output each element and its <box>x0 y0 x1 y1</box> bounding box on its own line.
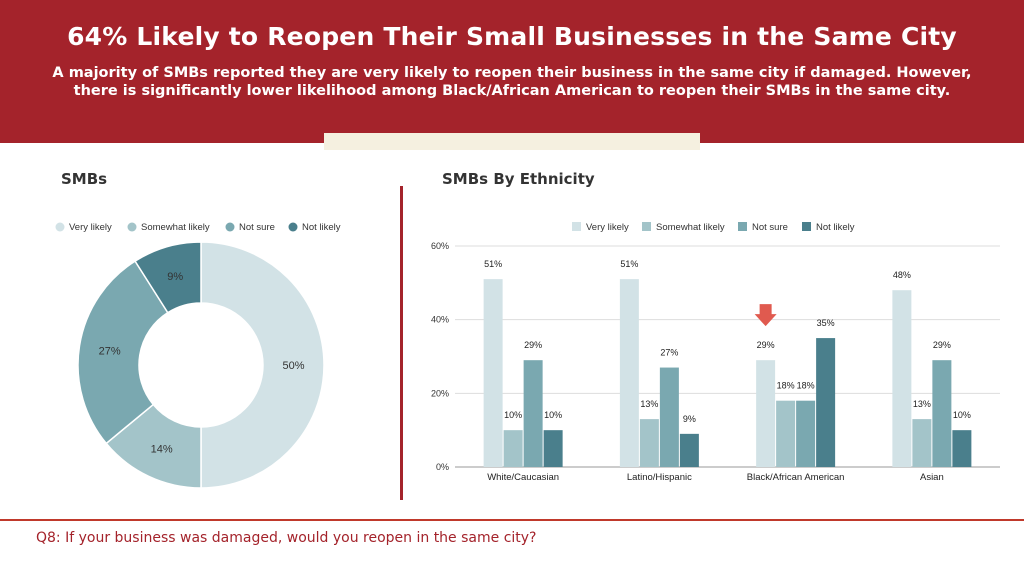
pie-slice <box>200 241 325 489</box>
page-title: 64% Likely to Reopen Their Small Busines… <box>67 22 957 51</box>
bar-value-label: 18% <box>797 381 815 391</box>
bar-legend-swatch <box>802 222 811 231</box>
bar <box>776 400 796 467</box>
pie-slice-label: 14% <box>151 444 173 456</box>
bar <box>639 419 659 467</box>
bar-value-label: 13% <box>640 399 658 409</box>
bar-value-label: 48% <box>893 270 911 280</box>
y-tick-label: 20% <box>431 388 449 398</box>
bar-legend-swatch <box>642 222 651 231</box>
bar-legend-label: Not likely <box>816 222 855 233</box>
bar <box>659 367 679 467</box>
bar-value-label: 10% <box>953 410 971 420</box>
bar-legend-label: Somewhat likely <box>656 222 725 233</box>
bar <box>952 430 972 467</box>
x-category-label: Black/African American <box>747 472 845 483</box>
bar-value-label: 29% <box>933 340 951 350</box>
pie-chart-title: SMBs <box>61 170 108 188</box>
bar <box>679 433 699 467</box>
y-tick-label: 0% <box>436 462 449 472</box>
bar-value-label: 51% <box>484 259 502 269</box>
pie-legend-swatch <box>288 222 298 232</box>
bar-value-label: 27% <box>660 348 678 358</box>
page-subtitle: A majority of SMBs reported they are ver… <box>52 65 972 99</box>
x-category-label: White/Caucasian <box>487 472 559 483</box>
bar-chart-title: SMBs By Ethnicity <box>442 170 595 188</box>
bar <box>912 419 932 467</box>
pie-slice-label: 50% <box>282 360 304 372</box>
bar-value-label: 51% <box>620 259 638 269</box>
bar-value-label: 10% <box>544 410 562 420</box>
bar <box>932 360 952 467</box>
header-banner: 64% Likely to Reopen Their Small Busines… <box>0 0 1024 143</box>
bar <box>543 430 563 467</box>
bar-legend-label: Very likely <box>586 222 629 233</box>
bar-chart: Very likely Somewhat likely Not sure Not li… <box>431 222 1000 483</box>
bar <box>756 360 776 467</box>
bar <box>503 430 523 467</box>
pie-legend-label: Not likely <box>302 222 341 233</box>
pie-legend-label: Somewhat likely <box>141 222 210 233</box>
accent-bar <box>324 133 700 150</box>
bar <box>483 279 503 467</box>
bar-value-label: 29% <box>524 340 542 350</box>
pie-legend-label: Very likely <box>69 222 112 233</box>
pie-slice <box>77 260 169 445</box>
pie-slice-label: 27% <box>99 346 121 358</box>
bar-value-label: 10% <box>504 410 522 420</box>
x-category-label: Asian <box>920 472 944 483</box>
y-tick-label: 40% <box>431 315 449 325</box>
survey-question: Q8: If your business was damaged, would … <box>36 530 537 546</box>
bar-legend-swatch <box>572 222 581 231</box>
section-divider <box>400 186 403 500</box>
bar <box>816 338 836 467</box>
y-tick-label: 60% <box>431 241 449 251</box>
bar-legend-label: Not sure <box>752 222 788 233</box>
pie-legend-swatch <box>127 222 137 232</box>
pie-slice <box>134 241 202 314</box>
bar-value-label: 35% <box>817 318 835 328</box>
bar-legend-swatch <box>738 222 747 231</box>
bar <box>523 360 543 467</box>
down-arrow-icon <box>754 304 777 327</box>
bar-value-label: 13% <box>913 399 931 409</box>
bar <box>892 290 912 467</box>
footer-divider <box>0 519 1024 521</box>
pie-legend-label: Not sure <box>239 222 275 233</box>
pie-slice-label: 9% <box>167 271 183 283</box>
donut-chart: Very likely Somewhat likely Not sure Not li… <box>55 222 341 489</box>
pie-legend-swatch <box>225 222 235 232</box>
x-category-label: Latino/Hispanic <box>627 472 692 483</box>
bar-value-label: 18% <box>777 381 795 391</box>
bar <box>619 279 639 467</box>
pie-legend-swatch <box>55 222 65 232</box>
bar-value-label: 29% <box>757 340 775 350</box>
bar <box>796 400 816 467</box>
bar-value-label: 9% <box>683 414 696 424</box>
